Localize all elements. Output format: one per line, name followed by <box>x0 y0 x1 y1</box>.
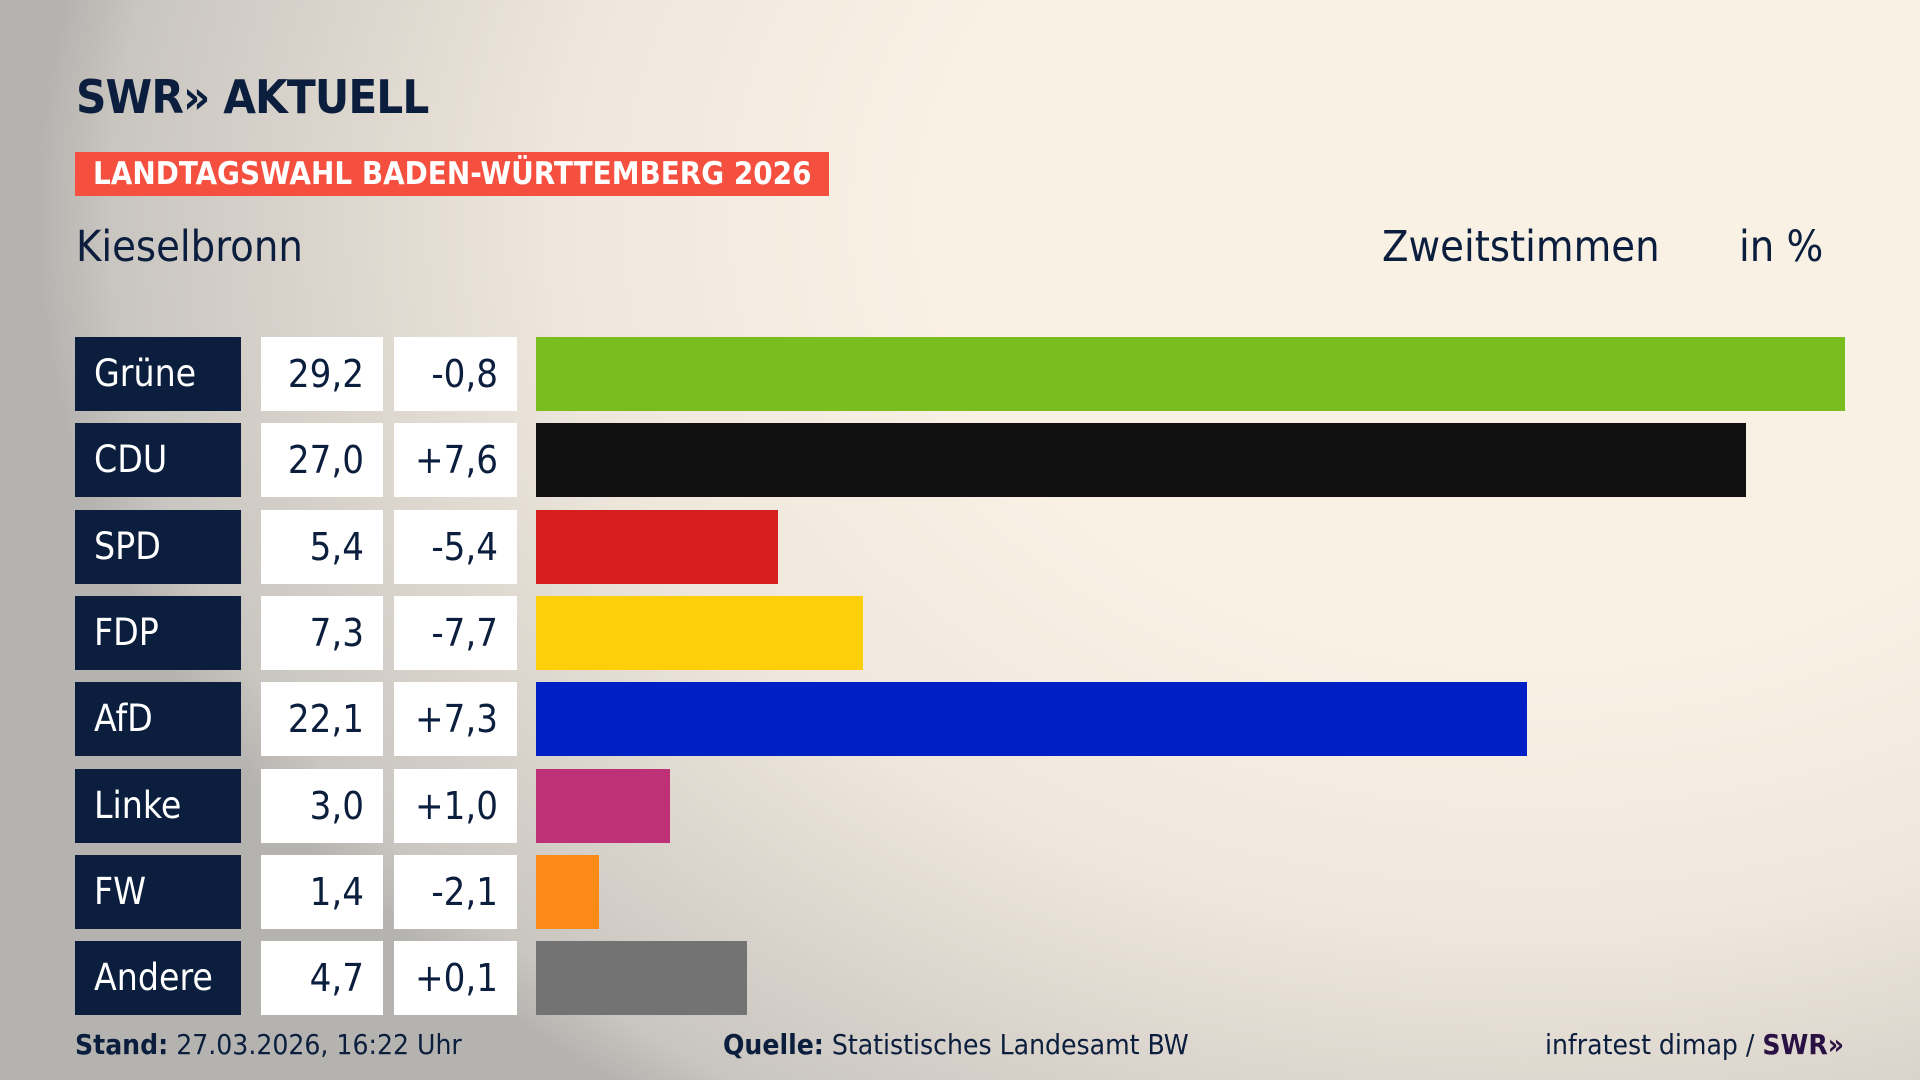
diff-label: +0,1 <box>394 941 517 1016</box>
diff-label: -0,8 <box>394 337 517 411</box>
value-label: 5,4 <box>261 509 383 584</box>
value-label: 27,0 <box>261 423 383 498</box>
party-label: Linke <box>75 768 241 843</box>
region-title: Kieselbronn <box>76 222 303 272</box>
party-label: FDP <box>75 595 241 670</box>
diff-label: +7,6 <box>394 423 517 498</box>
election-banner: LANDTAGSWAHL BADEN-WÜRTTEMBERG 2026 <box>75 152 829 196</box>
party-label: SPD <box>75 509 241 584</box>
bar <box>536 854 599 929</box>
bar <box>536 682 1527 757</box>
party-label: Grüne <box>75 337 241 411</box>
source-value: Statistisches Landesamt BW <box>831 1028 1189 1061</box>
timestamp: Stand: 27.03.2026, 16:22 Uhr <box>75 1028 462 1061</box>
unit-label: in % <box>1739 222 1824 272</box>
party-label: FW <box>75 854 241 929</box>
swr-aktuell-logo: SWR» AKTUELL <box>76 70 429 124</box>
value-label: 1,4 <box>261 854 383 929</box>
source-label: Quelle: <box>723 1028 824 1061</box>
diff-label: -5,4 <box>394 509 517 584</box>
party-label: AfD <box>75 682 241 757</box>
bar <box>536 337 1845 411</box>
diff-label: -2,1 <box>394 854 517 929</box>
credit-text: infratest dimap / <box>1544 1028 1763 1061</box>
stand-value: 27.03.2026, 16:22 Uhr <box>176 1028 462 1061</box>
metric-label: Zweitstimmen <box>1382 222 1660 272</box>
value-label: 22,1 <box>261 682 383 757</box>
party-label: CDU <box>75 423 241 498</box>
value-label: 3,0 <box>261 768 383 843</box>
stand-label: Stand: <box>75 1028 169 1061</box>
bar <box>536 768 671 843</box>
bar <box>536 595 864 670</box>
value-label: 4,7 <box>261 941 383 1016</box>
diff-label: +7,3 <box>394 682 517 757</box>
source: Quelle: Statistisches Landesamt BW <box>723 1028 1189 1061</box>
bar <box>536 509 779 584</box>
party-label: Andere <box>75 941 241 1016</box>
diff-label: -7,7 <box>394 595 517 670</box>
bar <box>536 941 747 1016</box>
credit: infratest dimap / SWR» <box>1545 1028 1844 1061</box>
value-label: 29,2 <box>261 337 383 411</box>
bar <box>536 423 1747 498</box>
value-label: 7,3 <box>261 595 383 670</box>
diff-label: +1,0 <box>394 768 517 843</box>
swr-logo: SWR» <box>1762 1028 1844 1061</box>
